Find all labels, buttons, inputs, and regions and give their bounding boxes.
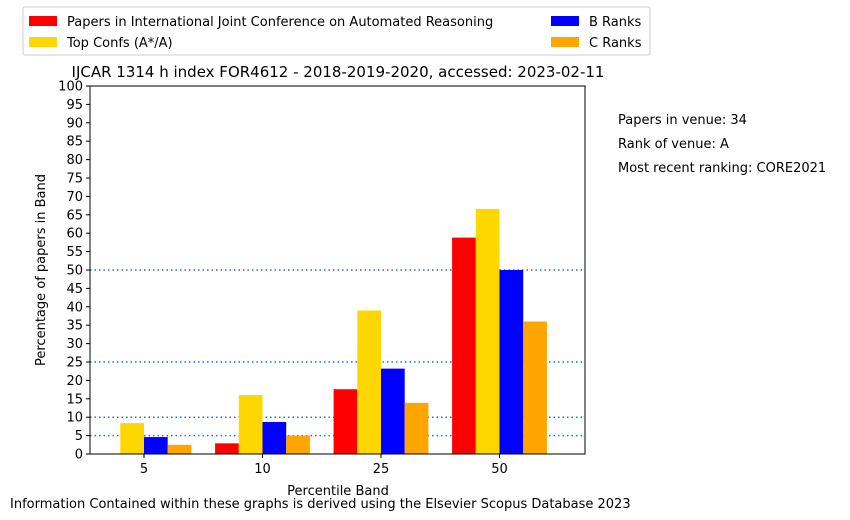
bar-c-ranks-50 [523, 321, 547, 454]
legend-label-c-ranks: C Ranks [589, 36, 642, 51]
y-tick-label: 55 [66, 245, 83, 260]
y-tick-label: 45 [66, 282, 83, 297]
bar-top-confs-a-a-10 [238, 395, 263, 454]
y-tick-label: 20 [66, 374, 83, 389]
bar-top-confs-a-a-50 [475, 208, 500, 454]
y-tick-label: 75 [66, 172, 83, 187]
legend-swatch-c-ranks [551, 37, 579, 47]
bar-b-ranks-25 [381, 368, 405, 454]
y-tick-label: 30 [66, 337, 83, 352]
bar-papers-in-international-joint-conference-on-automated-reasoning-25 [333, 389, 358, 454]
info-rank: Rank of venue: A [618, 137, 729, 152]
y-tick-label: 35 [66, 319, 83, 334]
legend-swatch-top-confs [29, 37, 57, 47]
bar-top-confs-a-a-25 [357, 310, 381, 454]
bar-papers-in-international-joint-conference-on-automated-reasoning-10 [215, 443, 239, 454]
bar-papers-in-international-joint-conference-on-automated-reasoning-50 [452, 237, 476, 454]
plot-frame [89, 85, 586, 455]
x-axis-label: Percentile Band [287, 484, 389, 499]
y-tick-label: 90 [66, 116, 83, 131]
info-papers: Papers in venue: 34 [618, 113, 747, 128]
bar-top-confs-a-a-5 [120, 423, 144, 454]
y-tick-label: 100 [58, 80, 83, 95]
y-tick-label: 40 [66, 300, 83, 315]
legend-label-b-ranks: B Ranks [589, 15, 642, 30]
legend-swatch-b-ranks [551, 16, 579, 26]
chart-title: IJCAR 1314 h index FOR4612 - 2018-2019-2… [72, 63, 605, 81]
bar-c-ranks-25 [404, 402, 429, 454]
y-tick-label: 95 [66, 98, 83, 113]
x-tick-label: 25 [373, 462, 390, 477]
legend-frame [22, 6, 651, 56]
bar-b-ranks-50 [499, 270, 524, 454]
bar-c-ranks-5 [167, 444, 192, 454]
y-tick-label: 0 [75, 448, 83, 463]
y-tick-label: 15 [66, 392, 83, 407]
y-tick-label: 5 [75, 429, 83, 444]
y-axis-label: Percentage of papers in Band [34, 174, 49, 366]
y-tick-label: 10 [66, 411, 83, 426]
x-tick-label: 10 [254, 462, 271, 477]
y-tick-label: 85 [66, 135, 83, 150]
legend-label-papers: Papers in International Joint Conference… [67, 15, 493, 30]
legend-label-top-confs: Top Confs (A*/A) [66, 36, 173, 51]
x-axis: 5 10 25 50 [140, 454, 508, 477]
y-tick-label: 70 [66, 190, 83, 205]
x-tick-label: 5 [140, 462, 148, 477]
y-tick-label: 80 [66, 153, 83, 168]
y-axis: 0 5 10 15 20 25 30 35 40 45 50 55 60 65 70 75 80 85 90 95 10… [58, 80, 90, 463]
y-tick-label: 60 [66, 227, 83, 242]
bar-b-ranks-10 [262, 421, 287, 454]
x-tick-label: 50 [491, 462, 508, 477]
info-ranking: Most recent ranking: CORE2021 [618, 161, 826, 176]
legend: Papers in International Joint Conference… [22, 6, 651, 56]
bars [120, 208, 547, 454]
bar-b-ranks-5 [144, 437, 168, 454]
bar-c-ranks-10 [286, 435, 310, 454]
y-tick-label: 25 [66, 356, 83, 371]
y-tick-label: 50 [66, 264, 83, 279]
footer-note: Information Contained within these graph… [10, 497, 631, 512]
y-tick-label: 65 [66, 208, 83, 223]
legend-swatch-papers [29, 16, 57, 26]
